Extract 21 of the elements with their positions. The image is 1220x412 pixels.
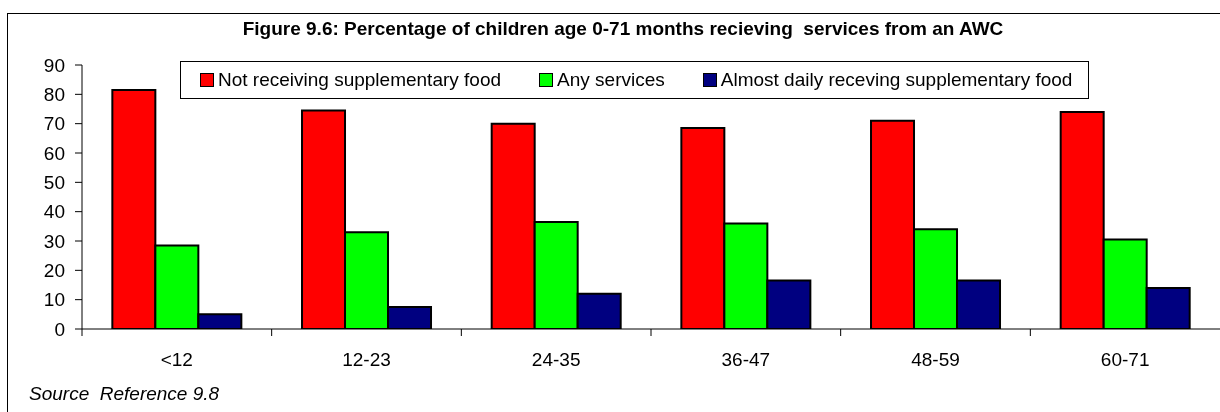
x-tick-label: <12 — [160, 349, 193, 370]
y-tick-label: 80 — [43, 84, 65, 106]
x-tick-label: 24-35 — [531, 349, 581, 370]
y-tick-label: 40 — [43, 201, 65, 223]
chart-title: Figure 9.6: Percentage of children age 0-71 months recieving services from an AWC — [242, 18, 1004, 40]
y-tick-label: 10 — [43, 289, 65, 311]
legend-label: Not receiving supplementary food — [218, 68, 502, 92]
x-tick-label: 60-71 — [1100, 349, 1150, 370]
legend-label: Almost daily receving supplementary food — [720, 68, 1073, 92]
x-tick-label: 12-23 — [342, 349, 391, 370]
y-tick-label: 0 — [54, 318, 65, 340]
y-tick-label: 50 — [43, 172, 65, 194]
x-tick-label: 36-47 — [721, 349, 771, 370]
y-tick-label: 90 — [43, 54, 65, 76]
y-tick-label: 30 — [43, 230, 65, 252]
source-note: Source Reference 9.8 — [29, 383, 220, 405]
legend-label: Any services — [557, 68, 665, 92]
y-tick-label: 20 — [43, 260, 65, 282]
y-tick-label: 70 — [43, 113, 65, 135]
y-tick-label: 60 — [43, 142, 65, 164]
x-tick-label: 48-59 — [911, 349, 960, 370]
